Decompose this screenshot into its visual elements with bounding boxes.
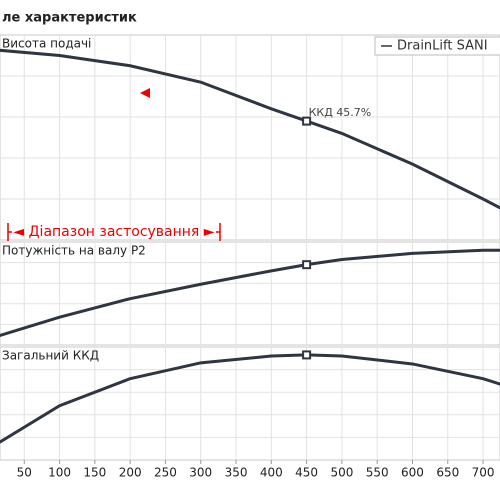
panel-frame [0, 346, 500, 461]
panel-label: Потужність на валу P2 [2, 244, 146, 258]
operating-point [302, 116, 312, 126]
x-tick-label: 700 [472, 466, 495, 480]
x-tick-label: 500 [330, 466, 353, 480]
panel-frame [0, 241, 500, 346]
x-tick-label: 250 [154, 466, 177, 480]
panel-label: Висота подачі [2, 37, 91, 51]
legend-label: DrainLift SANI [397, 39, 488, 54]
x-tick-label: 350 [225, 466, 248, 480]
operating-point [302, 350, 312, 360]
x-tick-label: 150 [83, 466, 106, 480]
x-tick-label: 300 [189, 466, 212, 480]
panel-frame [0, 34, 500, 241]
curve [0, 48, 500, 210]
range-label: ◄ Діапазон застосування ► [13, 224, 214, 240]
operating-point [302, 260, 312, 270]
x-tick-label: 200 [119, 466, 142, 480]
annotation: ККД 45.7% [309, 106, 372, 119]
x-tick-label: 50 [17, 466, 32, 480]
x-tick-label: 600 [401, 466, 424, 480]
x-tick-label: 550 [366, 466, 389, 480]
x-tick-label: 650 [436, 466, 459, 480]
range-min-marker [140, 88, 150, 98]
chart-title: ле характеристик [2, 11, 137, 26]
x-tick-label: 400 [260, 466, 283, 480]
curve [0, 353, 500, 444]
legend-box [374, 36, 500, 56]
curve [0, 248, 500, 338]
range-bracket [7, 223, 221, 241]
x-tick-label: 450 [295, 466, 318, 480]
panel-label: Загальний ККД [2, 349, 99, 363]
x-tick-label: 100 [48, 466, 71, 480]
